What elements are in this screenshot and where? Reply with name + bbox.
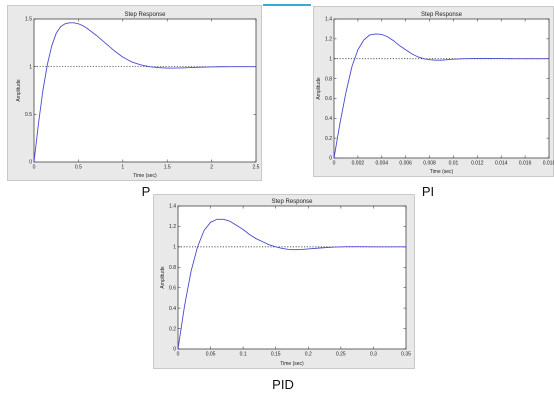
p-step-response-figure: Step Response Time (sec) Amplitude 0 0.5 1 1.5… xyxy=(7,5,262,181)
pid-y-tick-label: 1.4 xyxy=(169,204,176,210)
pid-chart-title: Step Response xyxy=(271,199,313,205)
pid-x-tick-label: 0 xyxy=(177,352,180,358)
p-y-axis-label: Amplitude xyxy=(16,79,22,101)
pid-caption: PID xyxy=(272,377,294,392)
pi-x-tick-label: 0.018 xyxy=(543,161,554,167)
pi-y-axis-label: Amplitude xyxy=(316,77,322,99)
p-y-tick-label: 0 xyxy=(29,160,32,166)
pi-x-axis-label: Time (sec) xyxy=(430,169,454,175)
p-x-tick-label: 1.5 xyxy=(164,165,171,171)
p-x-tick-label: 0 xyxy=(33,165,36,171)
pi-y-tick-label: 0 xyxy=(329,156,332,162)
pid-plot-area xyxy=(177,205,407,350)
pi-y-tick-label: 0.4 xyxy=(325,116,332,122)
pid-x-tick-label: 0.05 xyxy=(206,352,216,358)
pid-y-tick-label: 1 xyxy=(173,245,176,251)
pi-caption: PI xyxy=(421,184,435,199)
pi-chart-title: Step Response xyxy=(421,12,463,18)
pi-y-tick-label: 0.2 xyxy=(325,136,332,142)
p-y-tick-label: 1 xyxy=(29,64,32,70)
pid-y-tick-label: 0.6 xyxy=(169,285,176,291)
pi-x-tick-label: 0.006 xyxy=(399,161,412,167)
pi-x-tick-label: 0.012 xyxy=(471,161,484,167)
pid-y-tick-label: 0.4 xyxy=(169,306,176,312)
p-step-response-chart: Step Response Time (sec) Amplitude 0 0.5 1 1.5… xyxy=(16,12,260,179)
pi-x-tick-label: 0.01 xyxy=(449,161,459,167)
p-chart-title: Step Response xyxy=(124,12,166,18)
pi-step-response-line xyxy=(333,33,549,159)
pi-x-tick-label: 0.014 xyxy=(495,161,508,167)
pid-y-tick-label: 0.8 xyxy=(169,265,176,271)
p-x-tick-label: 1 xyxy=(121,165,124,171)
pid-y-tick-label: 0 xyxy=(173,347,176,353)
pi-x-tick-label: 0.004 xyxy=(376,161,389,167)
pi-y-tick-label: 0.8 xyxy=(325,76,332,82)
pi-step-response-chart: Step Response Time (sec) Amplitude 0 0.002 0.… xyxy=(316,12,554,175)
pid-y-axis-label: Amplitude xyxy=(160,266,166,288)
p-y-tick-label: 1.5 xyxy=(25,17,32,23)
pi-y-tick-label: 1 xyxy=(329,56,332,62)
pid-x-tick-label: 0.35 xyxy=(401,352,411,358)
p-y-tick-label: 0.5 xyxy=(25,112,32,118)
pid-y-tick-label: 1.2 xyxy=(169,224,176,230)
pi-x-tick-label: 0.002 xyxy=(352,161,365,167)
pi-x-tick-label: 0.016 xyxy=(519,161,532,167)
pid-x-tick-label: 0.1 xyxy=(240,352,247,358)
pid-x-tick-label: 0.3 xyxy=(370,352,377,358)
p-x-tick-label: 2.5 xyxy=(253,165,260,171)
pid-step-response-figure: Step Response Time (sec) Amplitude 0 0.05 0.1… xyxy=(153,194,415,369)
pid-step-response-chart: Step Response Time (sec) Amplitude 0 0.05 0.1… xyxy=(160,199,411,367)
p-x-tick-label: 0.5 xyxy=(75,165,82,171)
pi-y-tick-label: 1.2 xyxy=(325,37,332,43)
pid-x-tick-label: 0.15 xyxy=(271,352,281,358)
pi-x-tick-label: 0.008 xyxy=(423,161,436,167)
pid-step-response-line xyxy=(177,218,406,350)
p-step-response-line xyxy=(33,22,256,163)
pid-x-tick-label: 0.25 xyxy=(336,352,346,358)
top-accent-line xyxy=(263,4,311,6)
p-plot-area xyxy=(33,18,257,163)
pid-x-tick-label: 0.2 xyxy=(305,352,312,358)
pi-plot-area xyxy=(333,18,550,159)
p-caption: P xyxy=(141,184,151,199)
pi-y-tick-label: 0.6 xyxy=(325,96,332,102)
p-x-axis-label: Time (sec) xyxy=(133,173,157,179)
pi-x-tick-label: 0 xyxy=(333,161,336,167)
pi-y-tick-label: 1.4 xyxy=(325,17,332,23)
p-x-tick-label: 2 xyxy=(210,165,213,171)
pid-y-tick-label: 0.2 xyxy=(169,326,176,332)
pid-x-axis-label: Time (sec) xyxy=(280,361,304,367)
pi-step-response-figure: Step Response Time (sec) Amplitude 0 0.002 0.… xyxy=(313,6,554,177)
